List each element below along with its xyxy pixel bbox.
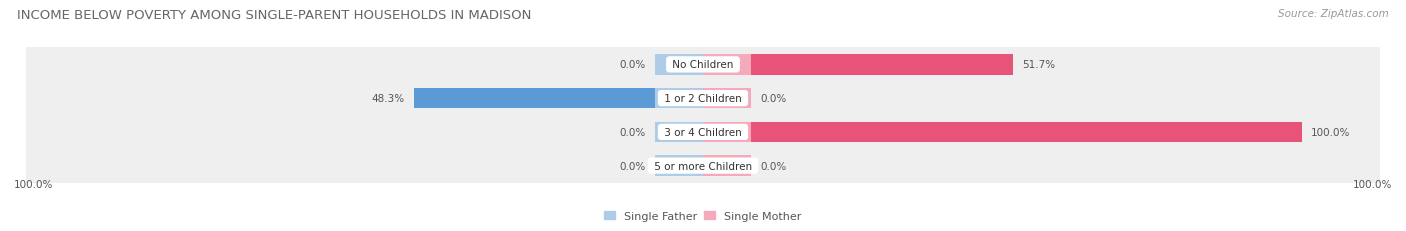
Text: No Children: No Children: [669, 60, 737, 70]
Bar: [703, 122, 751, 142]
Text: 100.0%: 100.0%: [1353, 179, 1392, 189]
Text: Source: ZipAtlas.com: Source: ZipAtlas.com: [1278, 9, 1389, 19]
Text: 1 or 2 Children: 1 or 2 Children: [661, 94, 745, 104]
Text: 3 or 4 Children: 3 or 4 Children: [661, 127, 745, 137]
Bar: [655, 89, 703, 109]
Bar: [655, 156, 703, 176]
Text: 0.0%: 0.0%: [620, 161, 647, 171]
Text: INCOME BELOW POVERTY AMONG SINGLE-PARENT HOUSEHOLDS IN MADISON: INCOME BELOW POVERTY AMONG SINGLE-PARENT…: [17, 9, 531, 22]
Text: 0.0%: 0.0%: [759, 94, 786, 104]
Bar: [655, 122, 703, 142]
Bar: [27, 47, 1379, 83]
Bar: [655, 55, 703, 75]
Bar: [703, 55, 1012, 75]
Text: 100.0%: 100.0%: [14, 179, 53, 189]
Bar: [703, 55, 751, 75]
Bar: [27, 148, 1379, 184]
Bar: [413, 89, 703, 109]
Legend: Single Father, Single Mother: Single Father, Single Mother: [600, 206, 806, 225]
Text: 48.3%: 48.3%: [371, 94, 405, 104]
Text: 100.0%: 100.0%: [1310, 127, 1350, 137]
Bar: [703, 122, 1302, 142]
Bar: [27, 81, 1379, 116]
Bar: [703, 89, 751, 109]
Text: 0.0%: 0.0%: [620, 60, 647, 70]
Bar: [27, 115, 1379, 150]
Text: 0.0%: 0.0%: [759, 161, 786, 171]
Text: 51.7%: 51.7%: [1022, 60, 1054, 70]
Text: 0.0%: 0.0%: [620, 127, 647, 137]
Bar: [703, 156, 751, 176]
Text: 5 or more Children: 5 or more Children: [651, 161, 755, 171]
